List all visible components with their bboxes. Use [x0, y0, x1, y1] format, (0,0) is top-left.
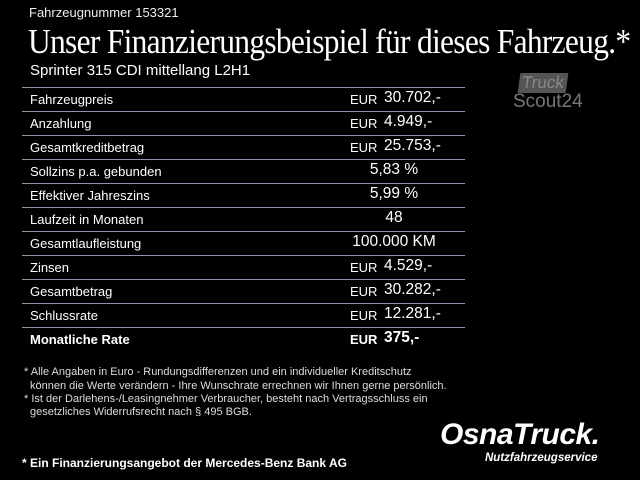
- osnatruck-logo: OsnaTruck.: [440, 418, 600, 451]
- table-row: Schlussrate EUR 12.281,-: [22, 304, 465, 328]
- truckscout24-logo: Truck Scout24: [513, 73, 583, 112]
- note-line: gesetzliches Widerrufsrecht nach § 495 B…: [30, 406, 252, 418]
- row-value: 4.949,-: [384, 113, 433, 130]
- row-label: Anzahlung: [30, 116, 92, 131]
- row-value: 5,99 %: [369, 185, 419, 202]
- row-value: 12.281,-: [384, 305, 441, 322]
- table-row: Zinsen EUR 4.529,-: [22, 256, 465, 280]
- row-label: Gesamtkreditbetrag: [30, 140, 145, 155]
- row-currency: EUR: [350, 260, 378, 275]
- table-row: Monatliche Rate EUR 375,-: [22, 328, 465, 351]
- row-value: 100.000 KM: [352, 233, 436, 250]
- financing-table: Fahrzeugpreis EUR 30.702,- Anzahlung EUR 4.94…: [22, 87, 465, 351]
- row-label: Effektiver Jahreszins: [30, 188, 150, 203]
- table-row: Anzahlung EUR 4.949,-: [22, 112, 465, 136]
- vehicle-number: Fahrzeugnummer 153321: [29, 5, 179, 20]
- row-currency: EUR: [350, 284, 378, 299]
- osnatruck-tagline: Nutzfahrzeugservice: [485, 452, 598, 464]
- row-label: Gesamtlaufleistung: [30, 236, 142, 251]
- row-label: Fahrzeugpreis: [30, 92, 114, 107]
- row-currency: EUR: [350, 332, 378, 347]
- row-currency: EUR: [350, 92, 378, 107]
- row-currency: EUR: [350, 116, 378, 131]
- row-value: 5,83 %: [369, 161, 419, 178]
- table-row: Sollzins p.a. gebunden 5,83 %: [22, 160, 465, 184]
- bank-note: * Ein Finanzierungsangebot der Mercedes-…: [22, 456, 347, 470]
- row-value: 30.702,-: [384, 89, 441, 106]
- row-currency: EUR: [350, 308, 378, 323]
- table-row: Effektiver Jahreszins 5,99 %: [22, 184, 465, 208]
- note-line: * Ist der Darlehens-/Leasingnehmer Verbr…: [24, 393, 428, 405]
- row-label: Sollzins p.a. gebunden: [30, 164, 162, 179]
- row-label: Zinsen: [30, 260, 70, 275]
- table-row: Gesamtbetrag EUR 30.282,-: [22, 280, 465, 304]
- note-line: * Alle Angaben in Euro - Rundungsdiffere…: [24, 366, 412, 378]
- row-value: 30.282,-: [384, 281, 441, 298]
- row-value: 4.529,-: [384, 257, 433, 274]
- row-label: Monatliche Rate: [30, 332, 130, 347]
- row-value: 48: [385, 209, 403, 226]
- page-title: Unser Finanzierungsbeispiel für dieses F…: [28, 22, 631, 61]
- row-label: Gesamtbetrag: [30, 284, 113, 299]
- row-currency: EUR: [350, 140, 378, 155]
- vehicle-model: Sprinter 315 CDI mittellang L2H1: [30, 62, 251, 79]
- table-row: Fahrzeugpreis EUR 30.702,-: [22, 88, 465, 112]
- note-line: können die Werte verändern - Ihre Wunsch…: [30, 380, 447, 392]
- row-value: 375,-: [384, 329, 420, 346]
- table-row: Laufzeit in Monaten 48: [22, 208, 465, 232]
- row-label: Schlussrate: [30, 308, 98, 323]
- row-value: 25.753,-: [384, 137, 441, 154]
- row-label: Laufzeit in Monaten: [30, 212, 144, 227]
- table-row: Gesamtlaufleistung 100.000 KM: [22, 232, 465, 256]
- table-row: Gesamtkreditbetrag EUR 25.753,-: [22, 136, 465, 160]
